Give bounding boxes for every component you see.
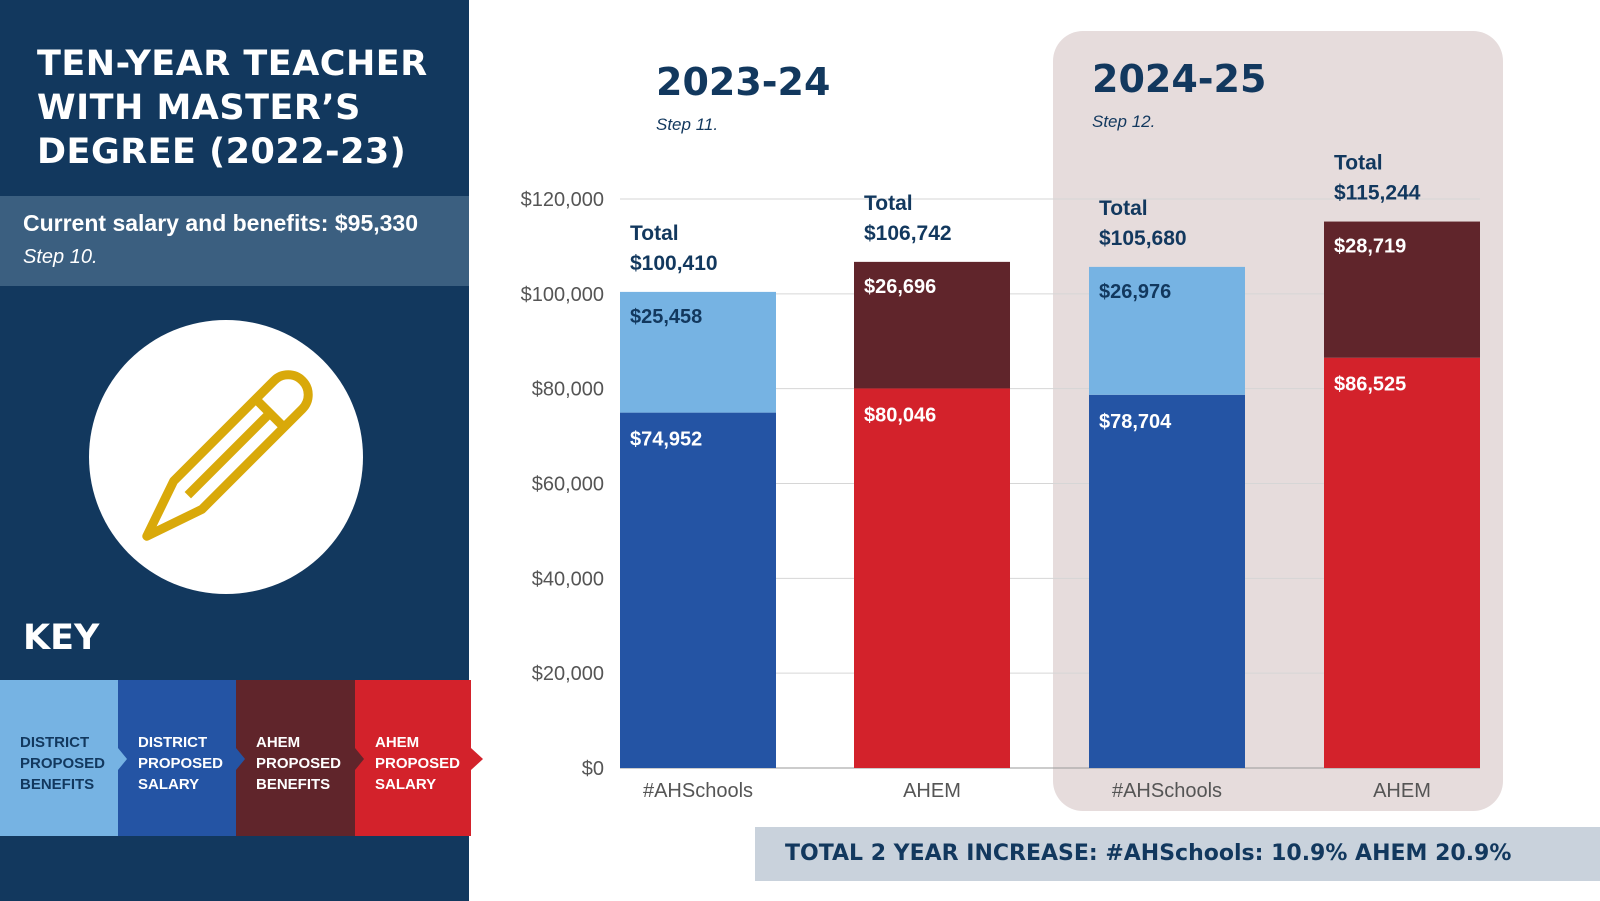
current-salary-text: Current salary and benefits: $95,330 (23, 210, 418, 236)
pencil-icon-circle (89, 320, 363, 594)
title-line-3: DEGREE (2022-23) (37, 132, 407, 172)
key-district-salary-label: DISTRICT PROPOSED SALARY (138, 734, 224, 793)
year-2024-25: 2024-25 (1092, 57, 1267, 101)
current-salary-box: Current salary and benefits: $95,330 Ste… (0, 196, 469, 286)
key-district-salary: DISTRICT PROPOSED SALARY (118, 680, 236, 836)
key-arrow (236, 748, 245, 770)
y-tick-label: $100,000 (521, 284, 604, 306)
bar-salary (1324, 357, 1480, 768)
data-label-salary: $80,046 (864, 404, 936, 426)
total-value: $106,742 (864, 222, 952, 245)
step-2024-25: Step 12. (1092, 112, 1156, 131)
two-year-increase-text: TOTAL 2 YEAR INCREASE: #AHSchools: 10.9%… (785, 841, 1512, 866)
total-label: Total (1099, 197, 1148, 220)
total-label: Total (864, 192, 913, 215)
key-ahem-benefits: AHEM PROPOSED BENEFITS (236, 680, 355, 836)
two-year-increase-banner: TOTAL 2 YEAR INCREASE: #AHSchools: 10.9%… (755, 827, 1600, 881)
bar-benefits (854, 261, 1010, 389)
y-tick-label: $80,000 (532, 379, 604, 401)
y-tick-label: $60,000 (532, 474, 604, 496)
x-tick-label: #AHSchools (1112, 780, 1222, 802)
data-label-benefits: $25,458 (630, 306, 702, 328)
key-title: KEY (23, 618, 100, 658)
bar-salary (854, 388, 1010, 768)
data-label-salary: $74,952 (630, 429, 702, 451)
title-line-2: WITH MASTER’S (37, 88, 361, 128)
current-step-text: Step 10. (23, 246, 98, 268)
y-tick-label: $40,000 (532, 568, 604, 590)
key-arrow (118, 748, 127, 770)
total-label: Total (630, 222, 679, 245)
bar-salary (620, 412, 776, 768)
bar-benefits (1089, 266, 1245, 395)
bar-salary (1089, 394, 1245, 768)
pencil-icon (142, 370, 313, 541)
step-2023-24: Step 11. (656, 115, 719, 134)
key-ahem-salary: AHEM PROPOSED SALARY (355, 680, 471, 836)
bar-benefits (1324, 221, 1480, 358)
y-tick-label: $20,000 (532, 663, 604, 685)
y-tick-label: $120,000 (521, 189, 604, 211)
sidebar-panel: TEN-YEAR TEACHER WITH MASTER’S DEGREE (2… (0, 0, 469, 901)
year-2023-24: 2023-24 (656, 60, 831, 104)
bar-benefits (620, 291, 776, 413)
total-value: $115,244 (1334, 182, 1421, 205)
x-tick-label: #AHSchools (643, 780, 753, 802)
data-label-benefits: $26,696 (864, 276, 936, 298)
key-ahem-salary-label: AHEM PROPOSED SALARY (375, 734, 461, 793)
x-tick-label: AHEM (1373, 780, 1431, 802)
key-district-benefits-label: DISTRICT PROPOSED BENEFITS (20, 734, 106, 793)
title-line-1: TEN-YEAR TEACHER (37, 44, 428, 84)
total-value: $105,680 (1099, 227, 1187, 250)
total-label: Total (1334, 152, 1383, 175)
data-label-salary: $78,704 (1099, 411, 1172, 433)
total-value: $100,410 (630, 252, 718, 275)
x-tick-label: AHEM (903, 780, 961, 802)
page-title: TEN-YEAR TEACHER WITH MASTER’S DEGREE (2… (37, 42, 428, 174)
data-label-salary: $86,525 (1334, 374, 1406, 396)
y-tick-label: $0 (582, 758, 604, 780)
key-arrow (355, 748, 364, 770)
data-label-benefits: $28,719 (1334, 236, 1406, 258)
key-ahem-benefits-label: AHEM PROPOSED BENEFITS (256, 734, 342, 793)
key-arrow (471, 748, 483, 770)
key-district-benefits: DISTRICT PROPOSED BENEFITS (0, 680, 118, 836)
data-label-benefits: $26,976 (1099, 281, 1171, 303)
